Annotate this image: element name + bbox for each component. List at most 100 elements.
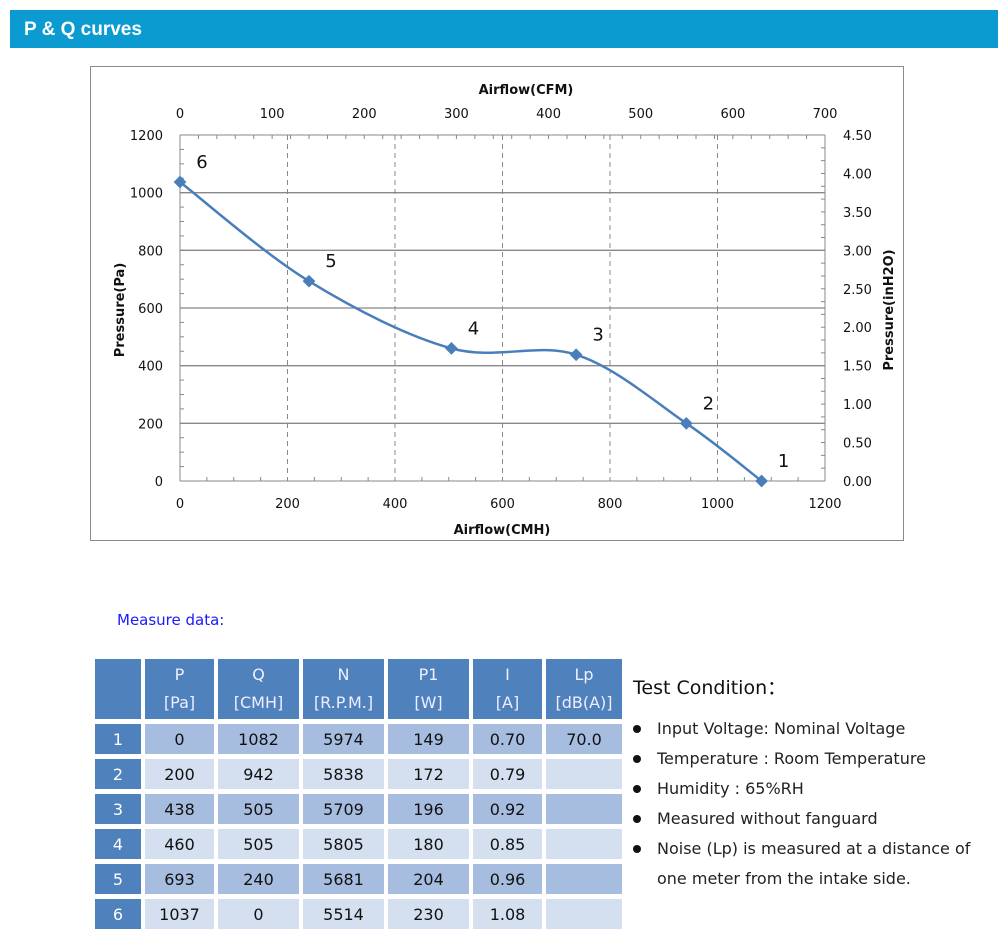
y2-axis-label: Pressure(inH2O) xyxy=(882,249,897,370)
header-symbol: P1 xyxy=(418,665,439,684)
column-header: I [A] xyxy=(473,659,542,719)
row-number: 1 xyxy=(95,724,141,754)
test-condition-list: Input Voltage: Nominal Voltage Temperatur… xyxy=(633,714,1000,894)
header-unit: [W] xyxy=(414,693,443,712)
row-number: 4 xyxy=(95,829,141,859)
table-row: 5 693 240 5681 204 0.96 xyxy=(95,864,622,894)
y2-tick-label: 3.00 xyxy=(843,244,872,259)
y-tick-label: 0 xyxy=(155,475,163,490)
table-cell: 230 xyxy=(388,899,469,929)
table-cell xyxy=(546,864,622,894)
table-cell: 149 xyxy=(388,724,469,754)
table-cell: 505 xyxy=(218,829,299,859)
test-condition: Test Condition： Input Voltage: Nominal V… xyxy=(633,673,1000,894)
column-header: P [Pa] xyxy=(145,659,214,719)
table-cell: 942 xyxy=(218,759,299,789)
table-cell: 5805 xyxy=(303,829,384,859)
bullet-icon xyxy=(633,815,641,823)
header-symbol: I xyxy=(505,665,510,684)
table-row: 6 1037 0 5514 230 1.08 xyxy=(95,899,622,929)
table-cell: 505 xyxy=(218,794,299,824)
x2-tick-label: 700 xyxy=(813,107,838,122)
column-header: Q [CMH] xyxy=(218,659,299,719)
x2-tick-label: 200 xyxy=(352,107,377,122)
table-cell: 1037 xyxy=(145,899,214,929)
y-tick-label: 800 xyxy=(138,244,163,259)
bullet-icon xyxy=(633,725,641,733)
x-tick-label: 600 xyxy=(490,497,515,512)
table-cell: 0.96 xyxy=(473,864,542,894)
data-point xyxy=(445,342,458,355)
y-axis-label: Pressure(Pa) xyxy=(113,263,128,358)
chart-frame xyxy=(90,66,904,541)
condition-item: Temperature : Room Temperature xyxy=(633,744,1000,774)
x-tick-label: 1200 xyxy=(808,497,841,512)
data-point xyxy=(569,348,583,362)
x-tick-label: 200 xyxy=(275,497,300,512)
table-cell: 5974 xyxy=(303,724,384,754)
table-row: 2 200 942 5838 172 0.79 xyxy=(95,759,622,789)
table-cell: 196 xyxy=(388,794,469,824)
section-header: P & Q curves xyxy=(10,10,998,48)
x-tick-label: 800 xyxy=(598,497,623,512)
table-cell: 5681 xyxy=(303,864,384,894)
test-condition-title: Test Condition： xyxy=(633,677,787,699)
header-symbol: N xyxy=(337,665,350,684)
row-number: 5 xyxy=(95,864,141,894)
column-header: Lp [dB(A)] xyxy=(546,659,622,719)
table-cell: 693 xyxy=(145,864,214,894)
table-cell: 0 xyxy=(145,724,214,754)
table-cell: 0.92 xyxy=(473,794,542,824)
condition-item: Measured without fanguard xyxy=(633,804,1000,834)
x2-tick-label: 0 xyxy=(176,107,184,122)
point-label: 1 xyxy=(778,451,789,472)
y-tick-label: 1000 xyxy=(130,187,163,202)
point-label: 2 xyxy=(703,393,714,414)
table-cell: 5709 xyxy=(303,794,384,824)
x2-tick-label: 400 xyxy=(536,107,561,122)
table-cell: 180 xyxy=(388,829,469,859)
table-cell: 460 xyxy=(145,829,214,859)
table-cell: 70.0 xyxy=(546,724,622,754)
data-point xyxy=(173,175,187,189)
table-cell: 240 xyxy=(218,864,299,894)
table-cell: 1.08 xyxy=(473,899,542,929)
table-cell xyxy=(546,794,622,824)
y2-tick-label: 4.50 xyxy=(843,129,872,144)
header-unit: [CMH] xyxy=(233,693,284,712)
table-cell: 0.85 xyxy=(473,829,542,859)
point-label: 3 xyxy=(592,325,603,346)
table-cell: 5514 xyxy=(303,899,384,929)
header-symbol: P xyxy=(174,665,185,684)
header-unit: [R.P.M.] xyxy=(313,693,374,712)
row-number: 3 xyxy=(95,794,141,824)
condition-text: Input Voltage: Nominal Voltage xyxy=(657,719,906,738)
y2-tick-label: 4.00 xyxy=(843,167,872,182)
condition-text: Humidity : 65%RH xyxy=(657,779,804,798)
row-number: 6 xyxy=(95,899,141,929)
condition-item: Noise (Lp) is measured at a distance of … xyxy=(633,834,1000,894)
header-symbol: Lp xyxy=(574,665,594,684)
table-cell xyxy=(546,829,622,859)
x-axis-label: Airflow(CMH) xyxy=(454,523,551,538)
y-tick-label: 400 xyxy=(138,360,163,375)
column-header: P1 [W] xyxy=(388,659,469,719)
y2-tick-label: 1.50 xyxy=(843,360,872,375)
x2-axis-label: Airflow(CFM) xyxy=(479,83,574,98)
y-tick-label: 600 xyxy=(138,302,163,317)
bullet-icon xyxy=(633,845,641,853)
point-label: 4 xyxy=(468,318,479,339)
condition-text: Temperature : Room Temperature xyxy=(657,749,926,768)
x-tick-label: 0 xyxy=(176,497,184,512)
x2-tick-label: 500 xyxy=(628,107,653,122)
table-cell: 0.70 xyxy=(473,724,542,754)
condition-text: Measured without fanguard xyxy=(657,809,878,828)
table-cell: 172 xyxy=(388,759,469,789)
measure-table: P [Pa] Q [CMH] N [R.P.M.] P1 [W] I [A] Lp [dB(A)] 1… xyxy=(91,654,626,934)
table-cell xyxy=(546,759,622,789)
table-row: 3 438 505 5709 196 0.92 xyxy=(95,794,622,824)
header-unit: [Pa] xyxy=(163,693,196,712)
table-row: 4 460 505 5805 180 0.85 xyxy=(95,829,622,859)
y2-tick-label: 3.50 xyxy=(843,206,872,221)
table-cell: 5838 xyxy=(303,759,384,789)
